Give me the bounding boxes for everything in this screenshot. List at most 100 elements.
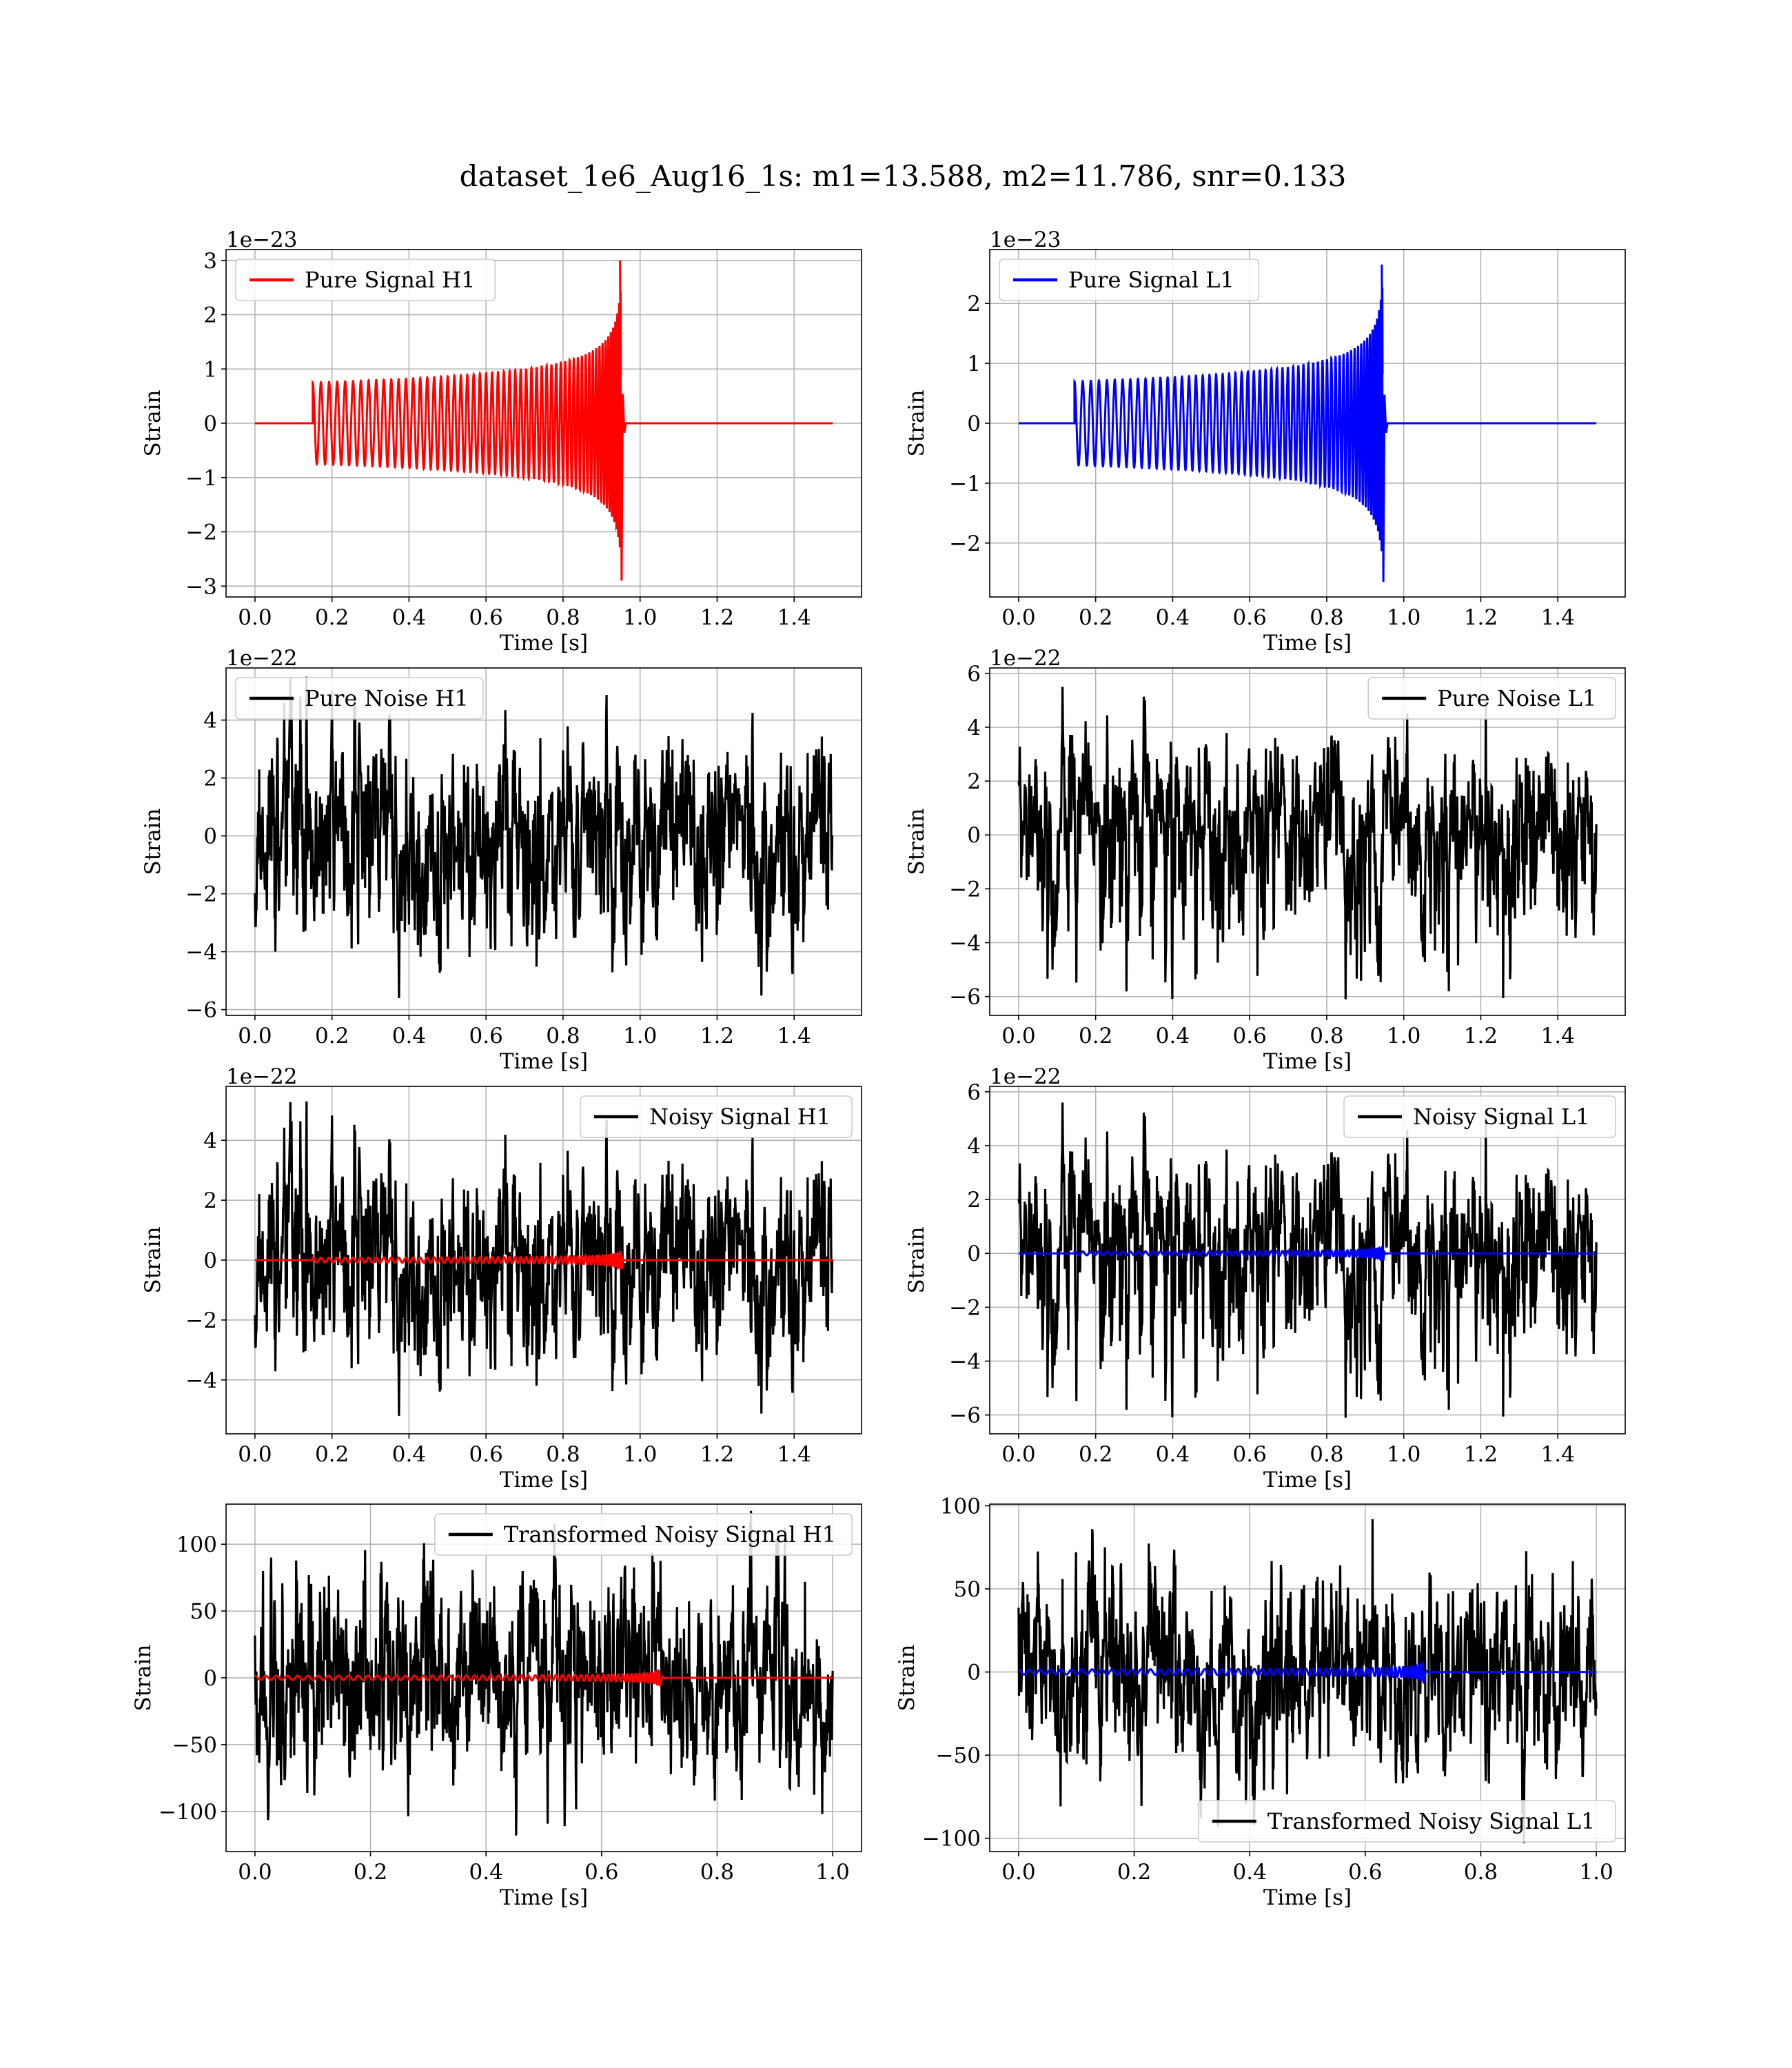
axes-frame bbox=[225, 667, 862, 1016]
x-tick-label: 0.6 bbox=[469, 1024, 503, 1048]
legend: Pure Signal L1 bbox=[999, 258, 1260, 301]
y-axis-label: Strain bbox=[895, 1645, 919, 1712]
y-axis-label: Strain bbox=[141, 809, 165, 875]
y-axis-label: Strain bbox=[904, 809, 929, 875]
x-tick-label: 1.4 bbox=[777, 1442, 811, 1467]
y-offset-text: 1e−22 bbox=[990, 1064, 1061, 1089]
x-tick-label: 1.0 bbox=[623, 1024, 657, 1048]
x-tick-label: 0.6 bbox=[1233, 1442, 1267, 1467]
y-tick-label: 2 bbox=[203, 767, 217, 791]
subplot-pure-noise-l1: 0.0 0.2 0.4 0.6 0.8 1.0 1.2 1.4 −6 −4 −2 0 2 4 6 Time [… bbox=[904, 646, 1626, 1074]
plot-area bbox=[254, 1510, 834, 1836]
x-tick-label: 0.4 bbox=[392, 1442, 426, 1467]
y-tick-label: −2 bbox=[185, 882, 217, 907]
y-tick-label: −6 bbox=[949, 1403, 981, 1428]
plot-area bbox=[1017, 1102, 1598, 1418]
x-tick-label: 0.4 bbox=[1156, 605, 1190, 630]
legend-box bbox=[235, 258, 496, 301]
x-tick-label: 0.8 bbox=[1310, 1442, 1343, 1467]
x-tick-label: 1.4 bbox=[777, 1024, 811, 1048]
legend: Transformed Noisy Signal H1 bbox=[434, 1513, 853, 1556]
y-tick-label: 3 bbox=[203, 249, 217, 274]
plot-area bbox=[254, 260, 833, 581]
y-tick-label: 4 bbox=[203, 709, 217, 733]
y-tick-label: 2 bbox=[967, 292, 981, 316]
series-line-chirp bbox=[254, 1668, 833, 1687]
y-tick-label: 2 bbox=[967, 1188, 981, 1213]
y-tick-label: −4 bbox=[185, 1368, 217, 1393]
series-line-chirp bbox=[1018, 1246, 1597, 1262]
x-tick-label: 1.0 bbox=[1387, 605, 1421, 630]
y-tick-label: −100 bbox=[159, 1800, 217, 1825]
legend-box bbox=[1198, 1800, 1616, 1843]
x-tick-label: 0.8 bbox=[1310, 1024, 1343, 1048]
x-tick-label: 0.6 bbox=[1233, 605, 1267, 630]
y-tick-label: 0 bbox=[967, 1241, 981, 1266]
y-tick-label: 0 bbox=[203, 412, 217, 436]
x-tick-label: 0.8 bbox=[700, 1860, 734, 1885]
x-tick-label: 0.0 bbox=[1001, 1860, 1035, 1885]
y-offset-text: 1e−22 bbox=[990, 646, 1061, 671]
x-tick-label: 0.8 bbox=[546, 605, 580, 630]
x-tick-label: 0.8 bbox=[546, 1442, 580, 1467]
legend: Noisy Signal H1 bbox=[580, 1095, 853, 1138]
y-offset-text: 1e−22 bbox=[226, 1064, 298, 1089]
x-axis-label: Time [s] bbox=[500, 1468, 588, 1492]
legend-label: Pure Signal H1 bbox=[305, 267, 476, 293]
y-tick-label: 2 bbox=[203, 1188, 217, 1213]
x-tick-label: 0.2 bbox=[315, 1024, 349, 1048]
y-axis-label: Strain bbox=[904, 1227, 929, 1294]
legend: Transformed Noisy Signal L1 bbox=[1198, 1800, 1616, 1843]
y-tick-label: 4 bbox=[967, 1134, 981, 1159]
series-line-chirp bbox=[254, 260, 833, 581]
series-line-noise bbox=[254, 676, 834, 998]
x-tick-label: 0.2 bbox=[315, 1442, 349, 1467]
x-tick-label: 1.2 bbox=[1464, 605, 1498, 630]
y-tick-label: 4 bbox=[203, 1128, 217, 1153]
y-tick-label: −6 bbox=[949, 985, 981, 1010]
x-axis-label: Time [s] bbox=[1263, 631, 1352, 656]
y-offset-text: 1e−22 bbox=[226, 646, 298, 671]
y-tick-label: 6 bbox=[967, 662, 981, 687]
legend-box bbox=[999, 258, 1260, 301]
legend-box bbox=[580, 1095, 853, 1138]
subplot-pure-signal-l1: 0.0 0.2 0.4 0.6 0.8 1.0 1.2 1.4 −2 −1 0 1 2 Time [s] S… bbox=[904, 227, 1626, 656]
x-axis-label: Time [s] bbox=[1263, 1885, 1352, 1910]
x-tick-label: 0.0 bbox=[1001, 1442, 1035, 1467]
x-tick-label: 0.2 bbox=[354, 1860, 387, 1885]
y-axis-label: Strain bbox=[131, 1645, 156, 1712]
y-tick-label: 0 bbox=[967, 823, 981, 848]
x-tick-label: 0.4 bbox=[1156, 1442, 1190, 1467]
legend: Noisy Signal L1 bbox=[1343, 1095, 1616, 1138]
y-tick-label: −2 bbox=[185, 1308, 217, 1333]
legend-label: Noisy Signal H1 bbox=[649, 1104, 831, 1130]
x-tick-label: 0.6 bbox=[469, 605, 503, 630]
legend-box bbox=[434, 1513, 853, 1556]
x-tick-label: 0.0 bbox=[1001, 605, 1035, 630]
x-tick-label: 1.4 bbox=[1541, 605, 1575, 630]
y-tick-label: 2 bbox=[203, 303, 217, 328]
series-line-noise bbox=[254, 1101, 834, 1416]
x-tick-label: 1.0 bbox=[623, 605, 657, 630]
series-line-chirp bbox=[1018, 1661, 1597, 1683]
x-tick-label: 1.0 bbox=[623, 1442, 657, 1467]
x-tick-label: 0.0 bbox=[1001, 1024, 1035, 1048]
y-offset-text: 1e−23 bbox=[226, 227, 298, 252]
y-tick-label: −2 bbox=[185, 520, 217, 545]
y-tick-label: 4 bbox=[967, 716, 981, 740]
y-tick-label: −1 bbox=[949, 472, 981, 496]
x-tick-label: 0.6 bbox=[584, 1860, 618, 1885]
y-tick-label: 1 bbox=[967, 352, 981, 376]
x-tick-label: 1.0 bbox=[815, 1860, 849, 1885]
y-tick-label: −50 bbox=[172, 1733, 217, 1758]
y-tick-label: −6 bbox=[185, 998, 217, 1023]
x-axis-label: Time [s] bbox=[1263, 1468, 1352, 1492]
y-tick-label: 0 bbox=[967, 412, 981, 436]
x-tick-label: 1.4 bbox=[1541, 1024, 1575, 1048]
x-tick-label: 0.2 bbox=[315, 605, 349, 630]
x-tick-label: 0.2 bbox=[1117, 1860, 1151, 1885]
y-tick-label: −4 bbox=[185, 940, 217, 965]
x-tick-label: 1.2 bbox=[700, 1442, 734, 1467]
x-tick-label: 0.0 bbox=[238, 1442, 272, 1467]
x-tick-label: 1.4 bbox=[1541, 1442, 1575, 1467]
